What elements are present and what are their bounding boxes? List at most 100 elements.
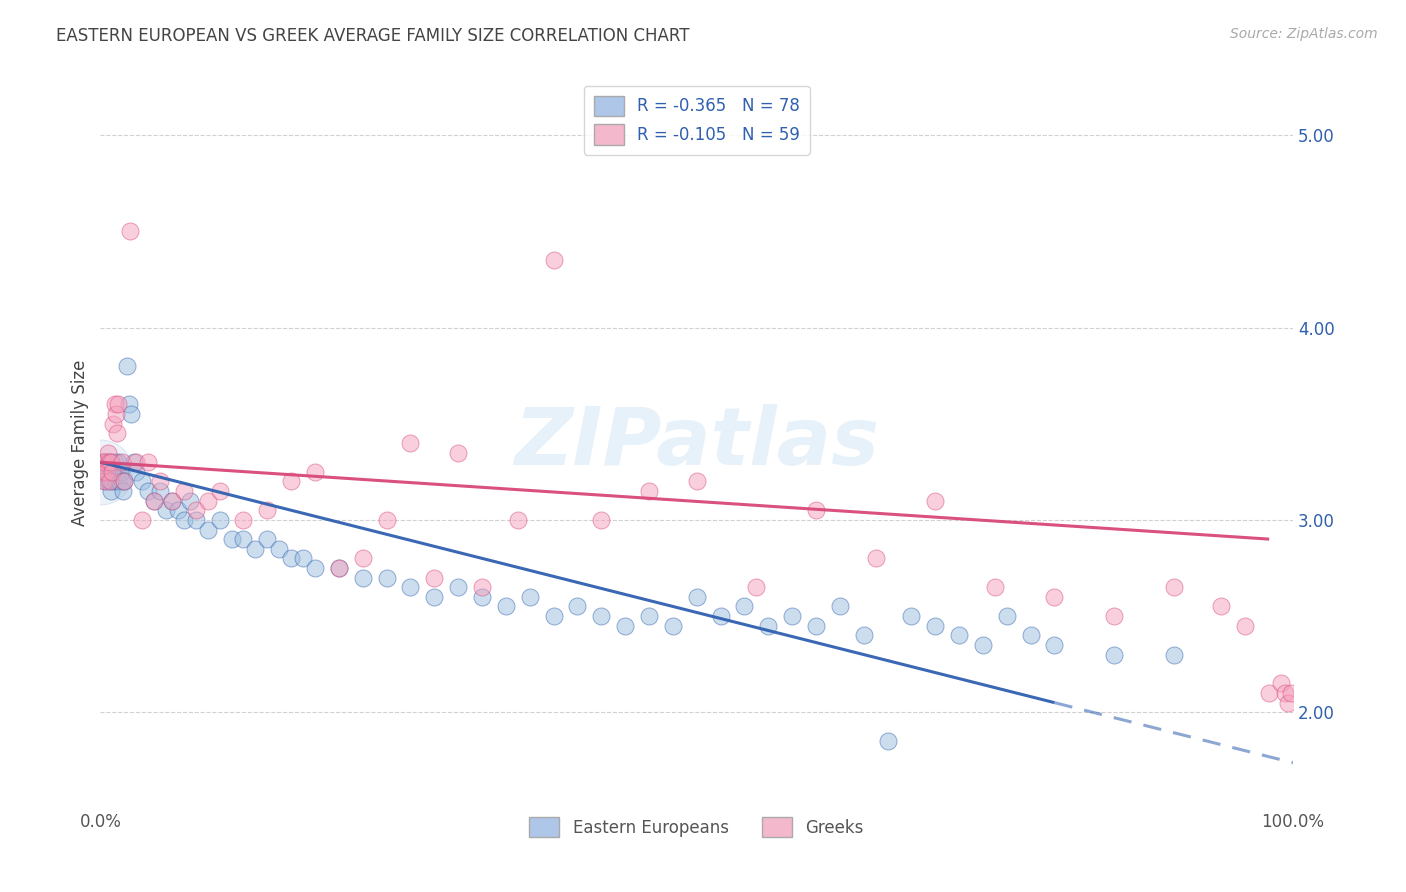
Point — [105, 426, 128, 441]
Point — [686, 590, 709, 604]
Point — [98, 475, 121, 489]
Point — [328, 561, 350, 575]
Point — [136, 455, 159, 469]
Point — [686, 475, 709, 489]
Point — [733, 599, 755, 614]
Point — [1274, 686, 1296, 700]
Point — [232, 532, 254, 546]
Text: EASTERN EUROPEAN VS GREEK AVERAGE FAMILY SIZE CORRELATION CHART: EASTERN EUROPEAN VS GREEK AVERAGE FAMILY… — [56, 27, 690, 45]
Point — [447, 580, 470, 594]
Point — [1234, 618, 1257, 632]
Point — [1279, 686, 1302, 700]
Point — [328, 561, 350, 575]
Point — [256, 503, 278, 517]
Point — [104, 397, 127, 411]
Point — [662, 618, 685, 632]
Point — [352, 571, 374, 585]
Point — [1163, 648, 1185, 662]
Point — [104, 475, 127, 489]
Point — [948, 628, 970, 642]
Text: Source: ZipAtlas.com: Source: ZipAtlas.com — [1230, 27, 1378, 41]
Point — [1043, 590, 1066, 604]
Point — [100, 483, 122, 498]
Point — [375, 571, 398, 585]
Point — [115, 359, 138, 373]
Legend: Eastern Europeans, Greeks: Eastern Europeans, Greeks — [523, 810, 870, 844]
Point — [495, 599, 517, 614]
Point — [173, 513, 195, 527]
Point — [91, 465, 114, 479]
Point — [118, 397, 141, 411]
Point — [96, 465, 118, 479]
Point — [447, 445, 470, 459]
Point — [120, 224, 142, 238]
Point — [107, 455, 129, 469]
Point — [745, 580, 768, 594]
Point — [184, 503, 207, 517]
Point — [112, 475, 135, 489]
Point — [709, 609, 731, 624]
Point — [232, 513, 254, 527]
Point — [1277, 696, 1299, 710]
Point — [1043, 638, 1066, 652]
Point — [984, 580, 1007, 594]
Point — [519, 590, 541, 604]
Point — [995, 609, 1018, 624]
Point — [160, 493, 183, 508]
Point — [591, 609, 613, 624]
Point — [924, 493, 946, 508]
Point — [197, 523, 219, 537]
Point — [865, 551, 887, 566]
Point — [1258, 686, 1281, 700]
Point — [136, 483, 159, 498]
Point — [91, 455, 114, 469]
Point — [103, 417, 125, 431]
Point — [1211, 599, 1233, 614]
Point — [97, 455, 120, 469]
Point — [111, 483, 134, 498]
Point — [160, 493, 183, 508]
Point — [89, 465, 111, 479]
Point — [93, 475, 115, 489]
Point — [1270, 676, 1292, 690]
Point — [107, 397, 129, 411]
Point — [208, 483, 231, 498]
Point — [352, 551, 374, 566]
Point — [1102, 648, 1125, 662]
Point — [804, 618, 827, 632]
Point — [100, 455, 122, 469]
Point — [111, 455, 134, 469]
Point — [94, 455, 117, 469]
Point — [1019, 628, 1042, 642]
Point — [98, 455, 121, 469]
Point — [876, 734, 898, 748]
Point — [756, 618, 779, 632]
Point — [304, 465, 326, 479]
Point — [111, 475, 134, 489]
Point — [638, 483, 661, 498]
Point — [101, 475, 124, 489]
Point — [924, 618, 946, 632]
Point — [108, 475, 131, 489]
Point — [149, 483, 172, 498]
Point — [591, 513, 613, 527]
Point — [638, 609, 661, 624]
Point — [90, 465, 112, 479]
Point — [614, 618, 637, 632]
Point — [149, 475, 172, 489]
Point — [96, 455, 118, 469]
Point — [972, 638, 994, 652]
Point — [94, 475, 117, 489]
Point — [103, 465, 125, 479]
Point — [471, 580, 494, 594]
Point — [292, 551, 315, 566]
Point — [780, 609, 803, 624]
Point — [104, 455, 127, 469]
Point — [167, 503, 190, 517]
Point — [399, 436, 422, 450]
Point — [143, 493, 166, 508]
Point — [131, 513, 153, 527]
Point — [96, 445, 118, 459]
Point — [304, 561, 326, 575]
Point — [221, 532, 243, 546]
